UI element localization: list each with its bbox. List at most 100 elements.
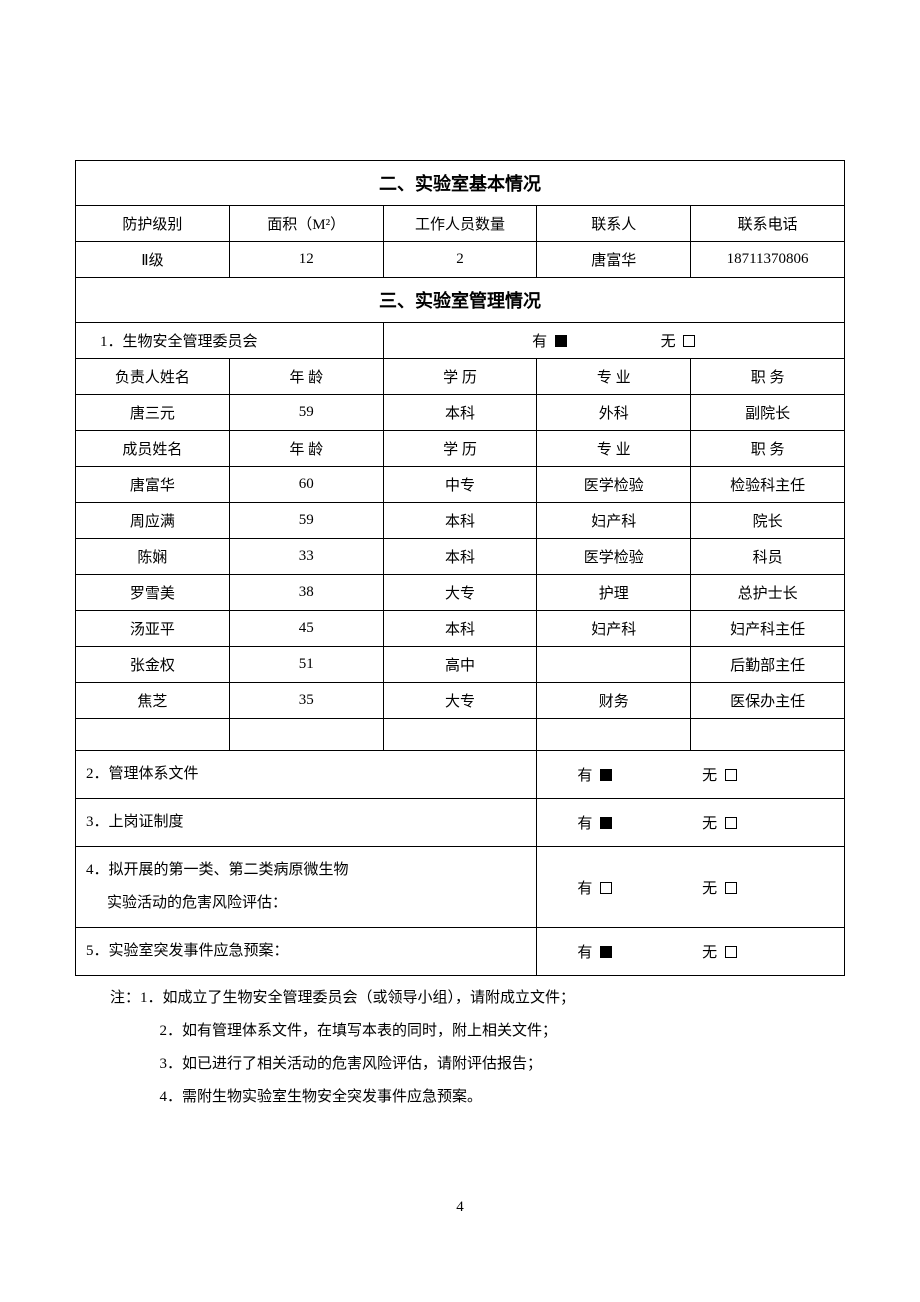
member-row: 周应满59本科妇产科院长 (76, 503, 845, 539)
empty-row (76, 719, 845, 751)
yes-label: 有 (577, 816, 592, 832)
member-cell: 周应满 (76, 503, 230, 539)
mgmt-item-row: 3．上岗证制度有 无 (76, 799, 845, 847)
member-cell: 院长 (691, 503, 845, 539)
member-cell: 护理 (537, 575, 691, 611)
no-label: 无 (702, 945, 717, 961)
page-number: 4 (75, 1199, 845, 1216)
member-cell: 医学检验 (537, 467, 691, 503)
committee-checkboxes: 有 无 (383, 323, 844, 359)
empty-cell (76, 719, 230, 751)
member-row: 张金权51高中 后勤部主任 (76, 647, 845, 683)
member-cell: 张金权 (76, 647, 230, 683)
no-label: 无 (702, 881, 717, 897)
value-contact-person: 唐富华 (537, 242, 691, 278)
member-cell: 检验科主任 (691, 467, 845, 503)
member-cell: 陈娴 (76, 539, 230, 575)
mgmt-item-checkboxes: 有 无 (537, 799, 845, 847)
checkbox-icon (600, 946, 612, 958)
mgmt-item-checkboxes: 有 无 (537, 751, 845, 799)
leader-row: 唐三元 59 本科 外科 副院长 (76, 395, 845, 431)
committee-yes-label: 有 (532, 334, 547, 350)
leader-header-education: 学 历 (383, 359, 537, 395)
leader-header-age: 年 龄 (229, 359, 383, 395)
checkbox-icon (725, 817, 737, 829)
empty-cell (691, 719, 845, 751)
member-cell: 医学检验 (537, 539, 691, 575)
member-row: 焦芝35大专财务医保办主任 (76, 683, 845, 719)
mgmt-item-label: 3．上岗证制度 (76, 799, 537, 847)
member-cell: 大专 (383, 575, 537, 611)
empty-cell (229, 719, 383, 751)
member-row: 汤亚平45本科妇产科妇产科主任 (76, 611, 845, 647)
section2-title: 二、实验室基本情况 (76, 161, 845, 206)
section2-value-row: Ⅱ级 12 2 唐富华 18711370806 (76, 242, 845, 278)
empty-cell (383, 719, 537, 751)
member-cell: 罗雪美 (76, 575, 230, 611)
leader-education: 本科 (383, 395, 537, 431)
section2-header-row: 防护级别 面积（M²） 工作人员数量 联系人 联系电话 (76, 206, 845, 242)
yes-label: 有 (577, 945, 592, 961)
yes-label: 有 (577, 881, 592, 897)
member-row: 罗雪美38大专护理总护士长 (76, 575, 845, 611)
mgmt-item-label: 5．实验室突发事件应急预案： (76, 928, 537, 976)
member-cell: 唐富华 (76, 467, 230, 503)
no-label: 无 (702, 768, 717, 784)
member-cell: 33 (229, 539, 383, 575)
member-cell: 焦芝 (76, 683, 230, 719)
member-header-education: 学 历 (383, 431, 537, 467)
leader-header-name: 负责人姓名 (76, 359, 230, 395)
leader-header-row: 负责人姓名 年 龄 学 历 专 业 职 务 (76, 359, 845, 395)
member-cell: 妇产科主任 (691, 611, 845, 647)
checkbox-icon (600, 769, 612, 781)
checkbox-empty-icon (683, 335, 695, 347)
member-cell: 51 (229, 647, 383, 683)
no-label: 无 (702, 816, 717, 832)
mgmt-item-checkboxes: 有 无 (537, 928, 845, 976)
member-row: 唐富华60中专医学检验检验科主任 (76, 467, 845, 503)
mgmt-item-label: 2．管理体系文件 (76, 751, 537, 799)
leader-position: 副院长 (691, 395, 845, 431)
member-cell: 高中 (383, 647, 537, 683)
leader-major: 外科 (537, 395, 691, 431)
checkbox-icon (600, 817, 612, 829)
member-cell: 后勤部主任 (691, 647, 845, 683)
mgmt-item-label: 4．拟开展的第一类、第二类病原微生物实验活动的危害风险评估： (76, 847, 537, 928)
mgmt-item-checkboxes: 有 无 (537, 847, 845, 928)
value-staff-count: 2 (383, 242, 537, 278)
member-cell: 汤亚平 (76, 611, 230, 647)
member-cell: 总护士长 (691, 575, 845, 611)
lab-info-table: 二、实验室基本情况 防护级别 面积（M²） 工作人员数量 联系人 联系电话 Ⅱ级… (75, 160, 845, 976)
member-cell: 35 (229, 683, 383, 719)
value-protection-level: Ⅱ级 (76, 242, 230, 278)
member-cell: 大专 (383, 683, 537, 719)
member-header-row: 成员姓名 年 龄 学 历 专 业 职 务 (76, 431, 845, 467)
header-contact-phone: 联系电话 (691, 206, 845, 242)
note-line-3: 3．如已进行了相关活动的危害风险评估，请附评估报告； (110, 1048, 845, 1081)
leader-header-position: 职 务 (691, 359, 845, 395)
member-cell: 本科 (383, 539, 537, 575)
section3-title: 三、实验室管理情况 (76, 278, 845, 323)
header-protection-level: 防护级别 (76, 206, 230, 242)
member-cell: 本科 (383, 611, 537, 647)
member-row: 陈娴33本科医学检验科员 (76, 539, 845, 575)
leader-age: 59 (229, 395, 383, 431)
member-header-position: 职 务 (691, 431, 845, 467)
member-cell: 本科 (383, 503, 537, 539)
member-header-age: 年 龄 (229, 431, 383, 467)
checkbox-icon (600, 882, 612, 894)
note-line-1: 注：1．如成立了生物安全管理委员会（或领导小组），请附成立文件； (110, 982, 845, 1015)
member-cell: 38 (229, 575, 383, 611)
checkbox-filled-icon (555, 335, 567, 347)
checkbox-icon (725, 769, 737, 781)
checkbox-icon (725, 946, 737, 958)
member-cell: 医保办主任 (691, 683, 845, 719)
committee-no-label: 无 (661, 334, 676, 350)
value-area: 12 (229, 242, 383, 278)
member-cell: 妇产科 (537, 611, 691, 647)
header-staff-count: 工作人员数量 (383, 206, 537, 242)
member-cell: 妇产科 (537, 503, 691, 539)
notes-prefix: 注： (110, 990, 140, 1006)
leader-header-major: 专 业 (537, 359, 691, 395)
header-area: 面积（M²） (229, 206, 383, 242)
